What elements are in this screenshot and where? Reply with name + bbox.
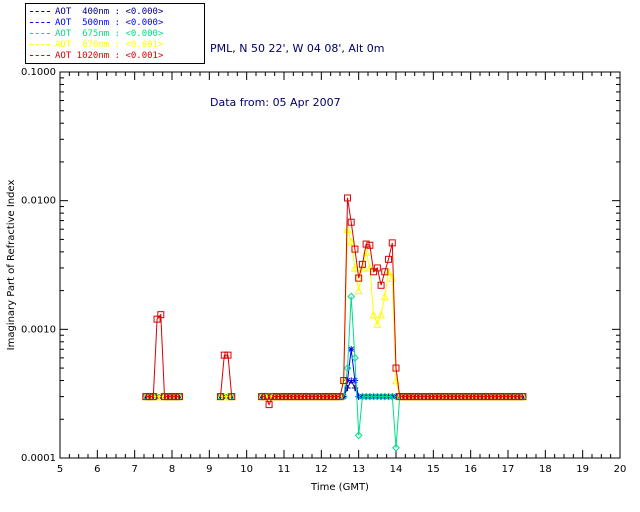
series-aot-675nm	[141, 292, 527, 452]
legend: AOT 400nm : <0.000> AOT 500nm : <0.000> AO…	[25, 3, 205, 64]
x-tick-label: 6	[94, 464, 100, 475]
legend-line-sample	[30, 44, 50, 45]
legend-line-sample	[30, 33, 50, 34]
x-axis-ticks	[59, 72, 621, 458]
series-line-aot-1020nm	[145, 313, 180, 398]
x-tick-label: 13	[352, 464, 365, 475]
legend-line-sample	[30, 55, 50, 56]
series-line-aot-500nm	[261, 349, 523, 398]
x-tick-label: 9	[206, 464, 212, 475]
legend-item-aot-870nm: AOT 870nm : <0.001>	[30, 39, 200, 50]
series-line-aot-675nm	[261, 296, 523, 448]
legend-label: AOT 675nm : <0.000>	[55, 28, 164, 39]
x-tick-label: 10	[240, 464, 253, 475]
legend-label: AOT 500nm : <0.000>	[55, 17, 164, 28]
x-tick-label: 14	[390, 464, 403, 475]
legend-label: AOT 400nm : <0.000>	[55, 6, 164, 17]
y-tick-label: 0.1000	[21, 67, 56, 78]
legend-label: AOT 870nm : <0.001>	[55, 39, 164, 50]
x-tick-label: 20	[614, 464, 627, 475]
y-tick-label: 0.0010	[21, 324, 56, 335]
legend-line-sample	[30, 11, 50, 12]
plot-header: PML, N 50 22', W 04 08', Alt 0m Data fro…	[210, 4, 384, 148]
series-aot-870nm	[141, 224, 527, 401]
x-tick-label: 7	[131, 464, 137, 475]
x-tick-label: 15	[427, 464, 440, 475]
y-tick-label: 0.0001	[21, 453, 56, 464]
station-title: PML, N 50 22', W 04 08', Alt 0m	[210, 42, 385, 55]
x-tick-label: 17	[502, 464, 515, 475]
legend-label: AOT 1020nm : <0.001>	[55, 50, 164, 61]
x-axis-title: Time (GMT)	[310, 482, 369, 493]
series-aot-1020nm	[142, 194, 527, 409]
x-tick-label: 18	[539, 464, 552, 475]
x-tick-label: 8	[169, 464, 175, 475]
series-aot-500nm	[142, 346, 527, 400]
y-axis-ticks	[60, 71, 620, 459]
series-line-aot-1020nm	[261, 197, 523, 406]
legend-item-aot-675nm: AOT 675nm : <0.000>	[30, 28, 200, 39]
y-axis-title: Imaginary Part of Refractive Index	[6, 180, 17, 351]
y-tick-label: 0.0100	[21, 196, 56, 207]
legend-item-aot-400nm: AOT 400nm : <0.000>	[30, 6, 200, 17]
legend-item-aot-500nm: AOT 500nm : <0.000>	[30, 17, 200, 28]
data-date: Data from: 05 Apr 2007	[210, 96, 341, 109]
legend-item-aot-1020nm: AOT 1020nm : <0.001>	[30, 50, 200, 61]
series-line-aot-1020nm	[220, 354, 233, 397]
x-tick-label: 5	[57, 464, 63, 475]
legend-line-sample	[30, 22, 50, 23]
x-tick-label: 19	[576, 464, 589, 475]
x-tick-label: 12	[315, 464, 328, 475]
x-tick-label: 16	[464, 464, 477, 475]
x-tick-label: 11	[278, 464, 291, 475]
